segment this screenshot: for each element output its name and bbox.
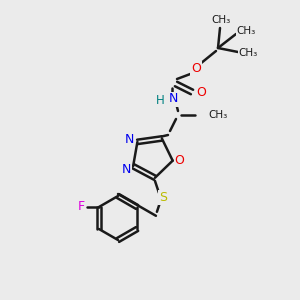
Text: CH₃: CH₃ <box>236 26 256 36</box>
Text: CH₃: CH₃ <box>208 110 227 120</box>
Text: O: O <box>196 85 206 98</box>
Text: N: N <box>168 92 178 106</box>
Text: CH₃: CH₃ <box>212 15 231 25</box>
Text: N: N <box>125 134 134 146</box>
Text: H: H <box>156 94 164 106</box>
Text: F: F <box>77 200 85 214</box>
Text: O: O <box>175 154 184 167</box>
Text: N: N <box>122 163 131 176</box>
Text: CH₃: CH₃ <box>238 48 258 58</box>
Text: S: S <box>159 191 167 204</box>
Text: O: O <box>191 61 201 74</box>
